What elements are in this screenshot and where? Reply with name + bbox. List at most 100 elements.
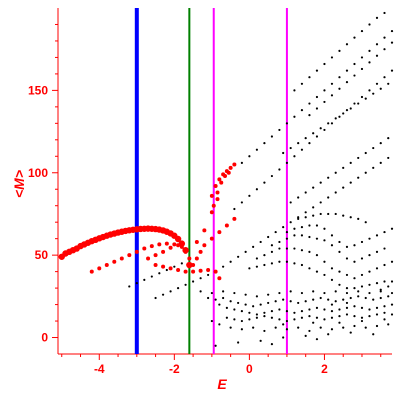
data-point [353,102,356,105]
data-point [304,334,307,337]
data-point [330,267,334,270]
data-point [293,227,296,230]
data-point [323,100,326,104]
data-point [300,109,304,112]
data-point [278,260,281,263]
data-point [375,267,379,270]
data-point [349,161,352,164]
data-point [345,306,349,309]
data-point [285,310,289,313]
data-point [270,316,274,319]
data-point [360,319,364,323]
data-point [364,171,367,174]
data-point [319,296,322,300]
data-point [319,201,322,204]
data-point [214,298,217,301]
data-point [349,216,352,219]
data-point [217,230,222,235]
data-point [315,338,319,341]
data-point [357,102,360,105]
data-point [192,280,195,283]
data-point [267,301,270,305]
data-point [383,311,386,314]
data-point [375,282,379,285]
data-point [278,128,281,132]
data-point [233,308,236,311]
data-point [357,176,360,179]
data-point [327,333,330,336]
data-point [180,262,183,265]
data-point [199,277,202,280]
data-point [149,244,154,249]
data-point [342,326,345,329]
data-point [263,315,266,318]
data-point [174,235,182,243]
data-point [293,262,296,265]
data-point [263,311,266,314]
data-point [372,166,375,169]
data-point [390,291,394,295]
data-point [270,262,274,265]
tick-labels: -4 -2 0 2 0 50 100 150 [28,83,328,376]
data-point [293,155,296,158]
data-point [360,29,364,33]
axes [52,8,392,360]
data-point [375,306,379,309]
data-point [270,174,274,178]
data-point [127,253,132,258]
data-point [304,191,307,194]
data-point [282,298,285,301]
data-point [285,260,289,263]
data-point [217,276,222,281]
data-point [345,301,349,305]
data-point [300,291,304,295]
data-point [319,326,322,329]
y-axis-label: <M> [11,170,27,198]
data-point [312,186,315,189]
data-point [390,303,394,306]
data-point [224,223,229,228]
data-point [263,181,266,184]
data-point [342,112,345,115]
data-point [222,290,225,293]
data-point [308,142,311,145]
data-point [338,240,341,244]
data-point [237,255,240,258]
data-point [244,250,247,253]
data-point [323,273,326,277]
data-point [327,176,330,179]
data-point [315,135,319,138]
data-point [345,69,349,72]
data-point [387,137,390,140]
data-point [330,316,334,319]
data-point [218,323,221,326]
data-point [210,319,213,323]
data-point [158,272,161,275]
data-point [202,243,207,248]
data-point [338,308,341,311]
data-point [345,286,349,290]
data-point [334,191,337,194]
data-point [375,324,379,328]
data-point [387,323,390,326]
data-point [184,283,187,286]
data-point [338,321,341,324]
data-point [353,305,356,308]
data-point [278,308,281,311]
data-point [300,316,304,319]
data-point [225,306,228,309]
data-point [293,311,296,314]
data-point [229,326,232,329]
data-point [214,344,217,347]
data-point [248,318,251,321]
data-point [353,244,356,247]
data-point [187,256,192,261]
data-point [368,270,371,273]
data-point [323,239,326,242]
data-point [379,288,382,291]
data-point [255,265,258,268]
data-point [308,76,311,79]
data-point [360,95,364,99]
data-point [215,190,220,195]
data-point [375,234,379,237]
